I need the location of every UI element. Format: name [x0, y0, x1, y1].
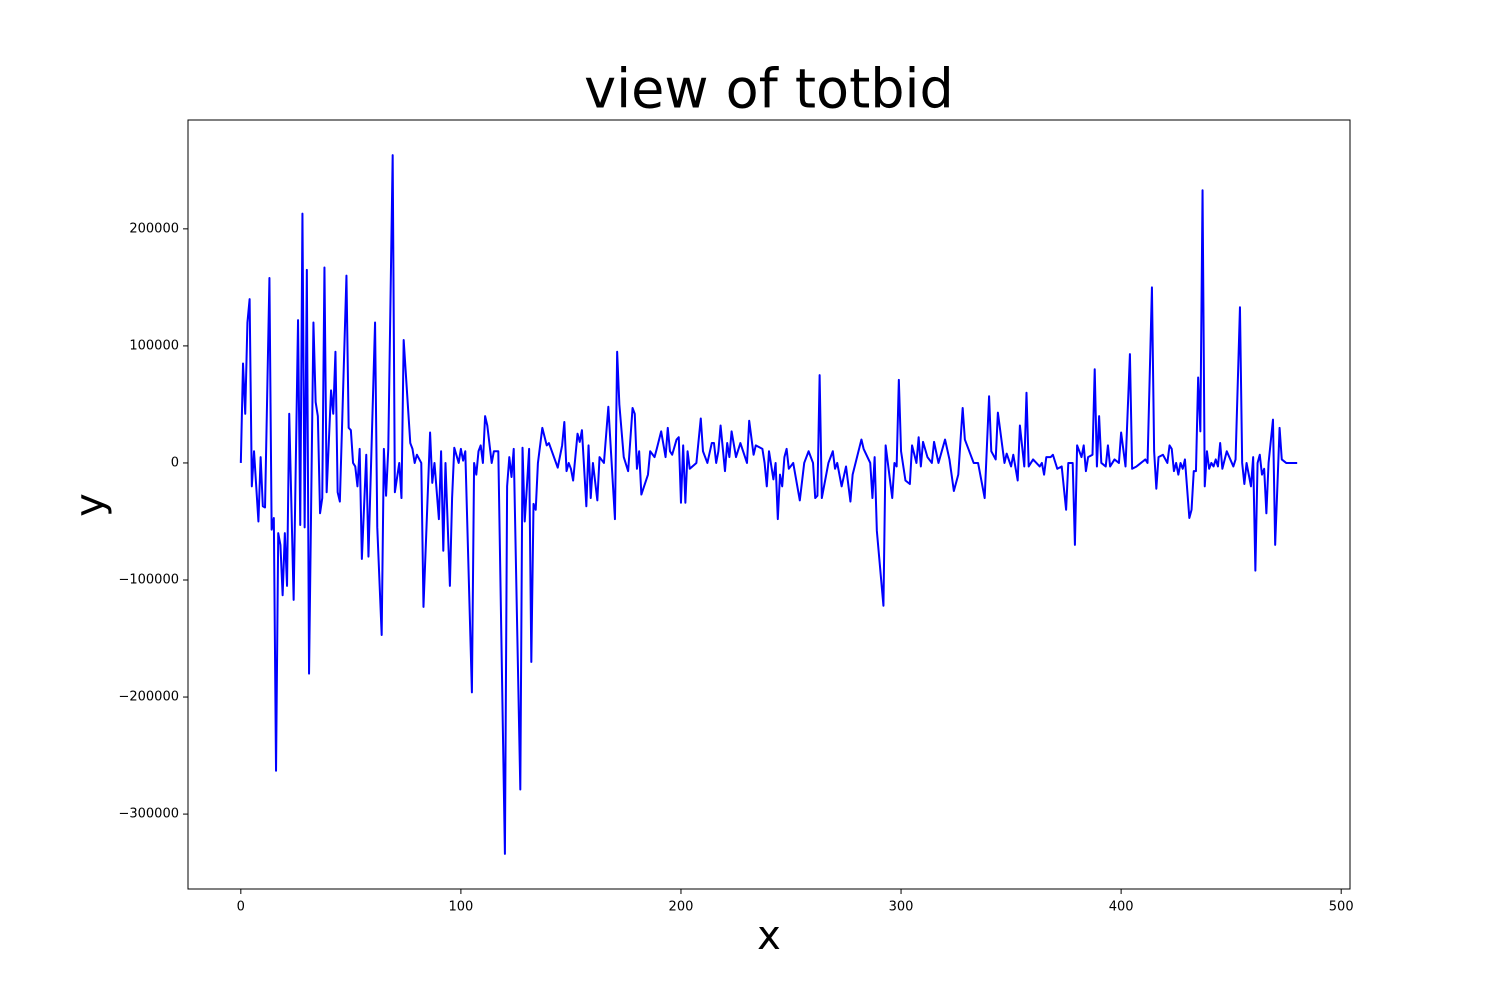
x-tick-label: 0 [237, 900, 245, 915]
plot-frame [187, 119, 1351, 890]
y-tick-label: 200000 [129, 221, 179, 236]
y-tick-label: −100000 [118, 572, 179, 587]
x-tick-label: 400 [1109, 900, 1134, 915]
x-tick-label: 200 [669, 900, 694, 915]
y-tick-label: −300000 [118, 807, 179, 822]
y-tick-label: 0 [171, 455, 179, 470]
y-tick-label: −200000 [118, 690, 179, 705]
x-tick-label: 100 [448, 900, 473, 915]
data-line [239, 154, 1298, 855]
x-tick-label: 300 [889, 900, 914, 915]
x-axis-label: x [757, 913, 781, 959]
x-tick-label: 500 [1329, 900, 1354, 915]
y-tick-label: 100000 [129, 338, 179, 353]
chart-title: view of totbid [584, 58, 954, 121]
y-axis-label: y [67, 493, 113, 517]
